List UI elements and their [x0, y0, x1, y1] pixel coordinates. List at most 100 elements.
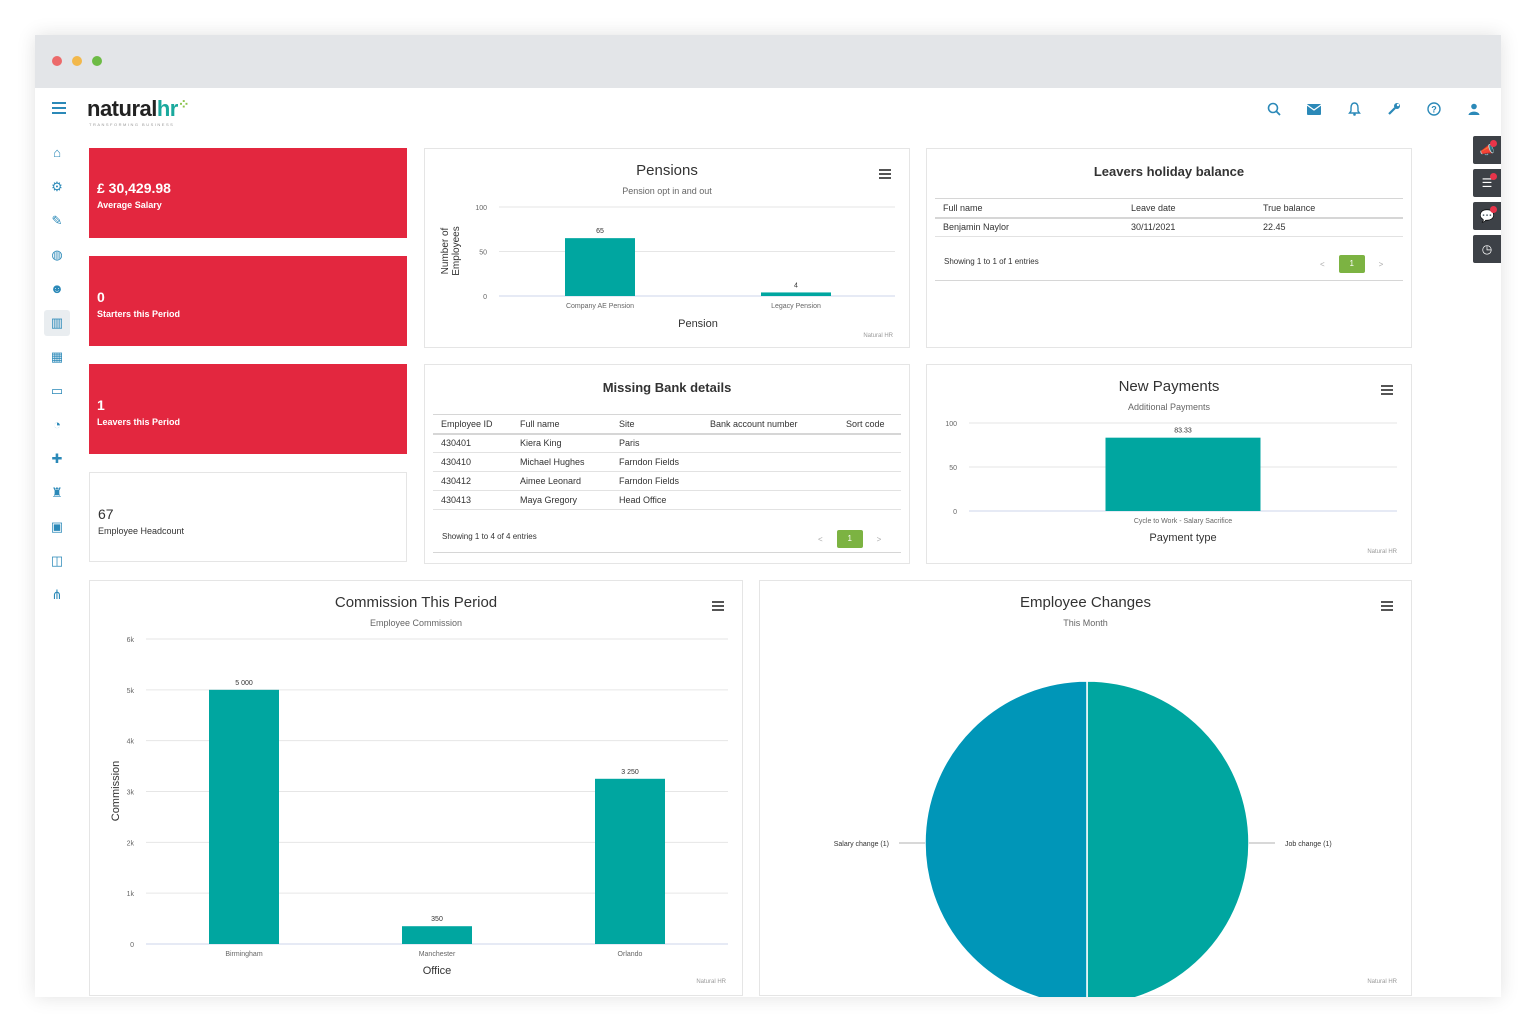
- table-row[interactable]: 430413 Maya Gregory Head Office: [433, 490, 901, 510]
- chart-title: Pensions: [636, 162, 698, 179]
- table-row[interactable]: Benjamin Naylor 30/11/2021 22.45: [935, 217, 1403, 237]
- users-icon[interactable]: ☻: [50, 281, 64, 296]
- folder-icon[interactable]: ▭: [50, 383, 64, 398]
- globe-icon[interactable]: ◍: [51, 247, 63, 262]
- stat-label: Leavers this Period: [97, 417, 181, 427]
- column-header[interactable]: Leave date: [1123, 198, 1255, 219]
- table-cell: 30/11/2021: [1123, 217, 1255, 237]
- logo-tagline: TRANSFORMING BUSINESS: [89, 122, 175, 127]
- maximize-window-dot[interactable]: [92, 56, 102, 66]
- mail-icon[interactable]: [1305, 102, 1323, 120]
- svg-text:?: ?: [1431, 105, 1437, 115]
- employee-changes-chart: Natural HR Job change (1) Salary change (…: [834, 680, 1398, 997]
- minimize-window-dot[interactable]: [72, 56, 82, 66]
- money-icon[interactable]: ▣: [50, 519, 64, 534]
- pie-data-label: Salary change (1): [834, 841, 889, 848]
- card-title: Leavers holiday balance: [1093, 164, 1245, 179]
- table-cell: [702, 452, 838, 472]
- next-page-button[interactable]: >: [1378, 259, 1384, 269]
- pie-slice: [1086, 680, 1250, 997]
- data-label: 350: [431, 916, 443, 923]
- user-plus-icon[interactable]: ✚: [51, 451, 63, 466]
- settings-icon[interactable]: ⚙: [51, 179, 63, 194]
- page-button-current[interactable]: 1: [836, 530, 863, 548]
- column-header[interactable]: Employee ID: [433, 414, 512, 435]
- home-icon[interactable]: ⌂: [53, 145, 61, 160]
- table-row[interactable]: 430401 Kiera King Paris: [433, 433, 901, 453]
- x-axis-title: Pension: [678, 318, 718, 330]
- prev-page-button[interactable]: <: [818, 534, 823, 544]
- calendar-icon[interactable]: ▦: [50, 349, 64, 364]
- table-info: Showing 1 to 1 of 1 entries: [944, 257, 1039, 266]
- close-window-dot[interactable]: [52, 56, 62, 66]
- chart-menu-icon[interactable]: [879, 169, 891, 181]
- chart-menu-icon[interactable]: [1381, 601, 1393, 613]
- pagination: < 1 >: [818, 530, 881, 548]
- org-chart-icon[interactable]: ⋔: [51, 587, 63, 602]
- data-label: 4: [794, 282, 798, 289]
- chart-menu-icon[interactable]: [712, 601, 724, 613]
- chart-title: Employee Changes: [1020, 594, 1151, 611]
- stat-card-leavers[interactable]: 1 Leavers this Period: [89, 364, 407, 454]
- logo[interactable]: naturalhr⁘ TRANSFORMING BUSINESS: [87, 96, 190, 127]
- column-header[interactable]: Bank account number: [702, 414, 838, 435]
- new-payments-chart: Payment type Natural HR 100 50 0 83.33 Cycle…: [945, 421, 1397, 555]
- search-icon[interactable]: [1265, 102, 1283, 120]
- chat-icon[interactable]: 💬: [1473, 202, 1501, 230]
- logo-accent: hr: [156, 96, 179, 121]
- commission-chart: Commission Office Natural HR 6k 5k 4k 3k 2k 1…: [110, 637, 728, 985]
- clock-icon[interactable]: ◷: [1473, 235, 1501, 263]
- bell-icon[interactable]: [1345, 102, 1363, 120]
- table-row[interactable]: 430412 Aimee Leonard Farndon Fields: [433, 471, 901, 491]
- next-page-button[interactable]: >: [876, 534, 882, 544]
- employee-changes-card: Employee Changes This Month Natural HR J…: [759, 580, 1412, 997]
- wrench-icon[interactable]: [1385, 102, 1403, 120]
- tasks-icon[interactable]: ☰: [1473, 169, 1501, 197]
- training-icon[interactable]: ♜: [51, 485, 63, 500]
- app-window: naturalhr⁘ TRANSFORMING BUSINESS ? ⌂: [35, 35, 1501, 997]
- chart-title: New Payments: [1118, 378, 1220, 395]
- stat-card-headcount[interactable]: 67 Employee Headcount: [89, 472, 407, 562]
- missing-bank-table: Employee ID Full name Site Bank account …: [433, 414, 901, 510]
- logo-main: natural: [87, 96, 157, 121]
- table-cell: 430412: [433, 471, 512, 491]
- missing-bank-card: Missing Bank details Employee ID Full na…: [424, 364, 910, 564]
- column-header[interactable]: Site: [611, 414, 702, 435]
- table-cell: 430410: [433, 452, 512, 472]
- y-tick-label: 0: [130, 942, 134, 949]
- column-header[interactable]: Full name: [512, 414, 611, 435]
- stat-card-starters[interactable]: 0 Starters this Period: [89, 256, 407, 346]
- table-cell: Benjamin Naylor: [935, 217, 1123, 237]
- chart-icon[interactable]: ▥: [44, 310, 70, 336]
- chart-credit: Natural HR: [1367, 549, 1397, 555]
- user-edit-icon[interactable]: ✎: [51, 213, 63, 228]
- y-tick-label: 3k: [127, 790, 135, 797]
- table-cell: Aimee Leonard: [512, 471, 611, 491]
- stat-value: £ 30,429.98: [97, 180, 171, 196]
- column-header[interactable]: Sort code: [838, 414, 901, 435]
- megaphone-icon[interactable]: 📣: [1473, 136, 1501, 164]
- chart-subtitle: This Month: [1063, 618, 1108, 628]
- stat-card-average-salary[interactable]: £ 30,429.98 Average Salary: [89, 148, 407, 238]
- user-icon[interactable]: [1465, 102, 1483, 120]
- y-tick-label: 6k: [127, 637, 135, 644]
- page-button-current[interactable]: 1: [1338, 255, 1365, 273]
- prev-page-button[interactable]: <: [1320, 259, 1325, 269]
- table-row[interactable]: 430410 Michael Hughes Farndon Fields: [433, 452, 901, 472]
- hamburger-menu-icon[interactable]: [52, 102, 66, 116]
- x-tick-label: Manchester: [419, 951, 456, 958]
- table-cell: [838, 433, 901, 453]
- dashboard-icon[interactable]: ◔: [53, 417, 61, 432]
- right-quick-actions: 📣 ☰ 💬 ◷: [1473, 136, 1501, 268]
- devices-icon[interactable]: ◫: [50, 553, 64, 568]
- card-title: Missing Bank details: [602, 380, 732, 395]
- data-label: 83.33: [1174, 428, 1192, 435]
- x-tick-label: Birmingham: [225, 951, 263, 958]
- stat-value: 0: [97, 289, 105, 305]
- column-header[interactable]: True balance: [1255, 198, 1403, 219]
- y-tick-label: 5k: [127, 688, 135, 695]
- help-icon[interactable]: ?: [1425, 102, 1443, 120]
- table-cell: Maya Gregory: [512, 490, 611, 510]
- column-header[interactable]: Full name: [935, 198, 1123, 219]
- chart-menu-icon[interactable]: [1381, 385, 1393, 397]
